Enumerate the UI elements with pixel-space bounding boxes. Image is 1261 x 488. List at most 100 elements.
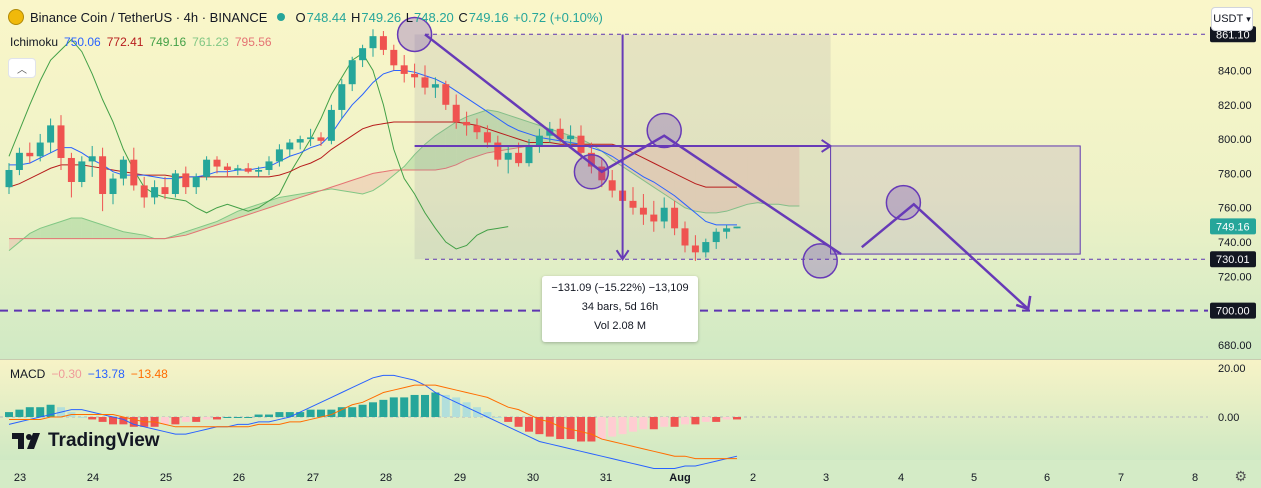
macd-line <box>8 374 738 469</box>
cloud-segment <box>674 145 685 208</box>
macd-histogram-bar <box>213 417 221 420</box>
candle-body <box>598 166 606 181</box>
projection-box <box>830 145 1081 255</box>
candle-body <box>286 142 294 150</box>
collapse-legend-button[interactable]: ︿ <box>8 58 36 78</box>
gear-icon[interactable]: ⚙ <box>1234 468 1247 484</box>
cloud-segment <box>425 135 436 170</box>
macd-histogram-bar <box>712 417 721 422</box>
time-tick: 4 <box>898 472 904 484</box>
cloud-segment <box>217 216 228 225</box>
candle-body <box>421 77 429 88</box>
candle-body <box>431 84 439 88</box>
macd-histogram-bar <box>46 404 55 417</box>
ohlc-values: O748.44 H749.26 L748.20 C749.16 +0.72 (+… <box>295 9 603 25</box>
cloud-segment <box>81 218 93 239</box>
macd-histogram-bar <box>608 417 617 437</box>
macd-histogram-bar <box>535 417 544 435</box>
ichimoku-legend[interactable]: Ichimoku 750.06 772.41 749.16 761.23 795… <box>10 35 272 49</box>
macd-histogram-bar <box>223 417 232 418</box>
macd-histogram-bar <box>369 402 377 417</box>
macd-histogram-bar <box>629 417 637 432</box>
lagging-span <box>8 38 509 250</box>
price-tick: 820.00 <box>1218 100 1252 112</box>
tradingview-logo-icon <box>12 433 40 449</box>
macd-legend[interactable]: MACD −0.30 −13.78 −13.48 <box>10 367 168 381</box>
ichimoku-label: Ichimoku <box>10 35 59 49</box>
candle-body <box>494 142 502 160</box>
time-tick: 2 <box>750 472 756 484</box>
macd-histogram-bar <box>244 417 253 418</box>
macd-histogram-bar <box>452 397 461 417</box>
cloud-segment <box>352 176 363 195</box>
macd-histogram-bar <box>504 417 513 422</box>
pivot-circle <box>802 243 838 279</box>
chart-header: Binance Coin / TetherUS · 4h · BINANCE O… <box>8 9 604 25</box>
macd-histogram-bar <box>431 392 440 417</box>
cloud-segment <box>508 115 519 150</box>
cloud-segment <box>789 145 800 207</box>
currency-button[interactable]: USDT ▾ <box>1211 7 1253 31</box>
candle-body <box>608 180 616 191</box>
cloud-segment <box>653 145 665 195</box>
candle-body <box>171 173 179 195</box>
cloud-segment <box>404 154 415 170</box>
macd-histogram-bar <box>597 417 606 440</box>
price-tick: 740.00 <box>1218 237 1252 249</box>
time-tick: 8 <box>1192 472 1198 484</box>
cloud-segment <box>768 145 779 205</box>
macd-histogram-bar <box>410 394 419 417</box>
price-tick: 780.00 <box>1218 168 1252 180</box>
time-tick: 27 <box>307 472 319 484</box>
pivot-circle <box>396 16 433 53</box>
symbol-title[interactable]: Binance Coin / TetherUS · 4h · BINANCE <box>30 9 268 25</box>
time-tick: 23 <box>14 472 26 484</box>
pivot-circle <box>573 153 610 190</box>
candle-body <box>338 84 346 110</box>
price-label-box <box>1210 302 1256 319</box>
price-tick: 800.00 <box>1218 134 1252 146</box>
candle-body <box>567 135 575 140</box>
macd-histogram-bar <box>649 417 658 430</box>
macd-histogram-bar <box>389 397 398 417</box>
macd-histogram-bar <box>327 409 336 417</box>
price-label: 861.10 <box>1216 29 1250 41</box>
macd-histogram-bar <box>670 417 679 427</box>
candle-body <box>119 159 127 179</box>
time-tick: 28 <box>380 472 392 484</box>
candle-body <box>525 145 533 164</box>
projection-path <box>861 202 1030 310</box>
arrow-right-icon <box>821 139 833 153</box>
measure-tooltip: −131.09 (−15.22%) −13,109 34 bars, 5d 16… <box>542 276 698 342</box>
candle-body <box>213 159 221 167</box>
candle-body <box>723 228 731 232</box>
price-tick: 720.00 <box>1218 271 1252 283</box>
candle-body <box>57 125 65 158</box>
candle-body <box>681 228 689 246</box>
macd-histogram-bar <box>25 407 34 417</box>
macd-histogram-bar <box>462 402 471 417</box>
cloud-segment <box>497 111 509 152</box>
time-tick: 30 <box>527 472 539 484</box>
price-label: 749.16 <box>1216 221 1250 233</box>
candle-body <box>702 242 710 253</box>
candle-body <box>733 226 741 229</box>
cloud-segment <box>716 145 727 213</box>
tradingview-logo[interactable]: TradingView <box>12 430 160 452</box>
candle-body <box>348 60 356 85</box>
time-tick: 6 <box>1044 472 1050 484</box>
macd-histogram-bar <box>514 417 523 427</box>
candle-body <box>88 156 96 162</box>
macd-histogram-bar <box>722 417 731 420</box>
macd-histogram-bar <box>202 417 211 420</box>
macd-histogram-bar <box>379 399 388 417</box>
candle-body <box>151 187 159 198</box>
arrow-head-icon <box>1015 295 1032 311</box>
binance-coin-icon <box>8 9 24 25</box>
cloud-segment <box>50 221 61 239</box>
macd-histogram-bar <box>129 417 138 427</box>
macd-histogram-bar <box>265 414 273 417</box>
candle-body <box>161 187 169 195</box>
candle-body <box>587 152 595 167</box>
